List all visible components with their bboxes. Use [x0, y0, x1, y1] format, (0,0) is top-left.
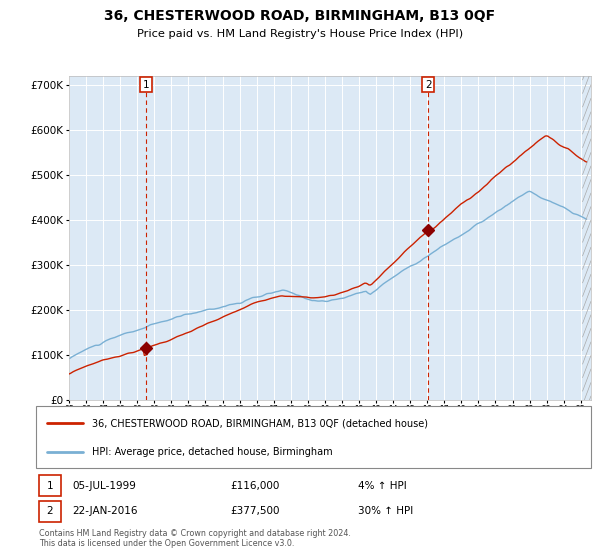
Text: 4% ↑ HPI: 4% ↑ HPI	[358, 481, 407, 491]
Text: 2: 2	[425, 80, 431, 90]
FancyBboxPatch shape	[39, 501, 61, 521]
Text: 30% ↑ HPI: 30% ↑ HPI	[358, 506, 413, 516]
Text: £377,500: £377,500	[230, 506, 280, 516]
Text: HPI: Average price, detached house, Birmingham: HPI: Average price, detached house, Birm…	[92, 447, 332, 457]
Text: Price paid vs. HM Land Registry's House Price Index (HPI): Price paid vs. HM Land Registry's House …	[137, 29, 463, 39]
Text: 2: 2	[47, 506, 53, 516]
FancyBboxPatch shape	[36, 406, 591, 468]
FancyBboxPatch shape	[39, 475, 61, 496]
Text: 22-JAN-2016: 22-JAN-2016	[72, 506, 137, 516]
Text: 36, CHESTERWOOD ROAD, BIRMINGHAM, B13 0QF (detached house): 36, CHESTERWOOD ROAD, BIRMINGHAM, B13 0Q…	[92, 418, 427, 428]
Text: £116,000: £116,000	[230, 481, 280, 491]
Text: Contains HM Land Registry data © Crown copyright and database right 2024.
This d: Contains HM Land Registry data © Crown c…	[39, 529, 350, 548]
Text: 1: 1	[47, 481, 53, 491]
Text: 05-JUL-1999: 05-JUL-1999	[72, 481, 136, 491]
Text: 1: 1	[143, 80, 149, 90]
Text: 36, CHESTERWOOD ROAD, BIRMINGHAM, B13 0QF: 36, CHESTERWOOD ROAD, BIRMINGHAM, B13 0Q…	[104, 9, 496, 23]
